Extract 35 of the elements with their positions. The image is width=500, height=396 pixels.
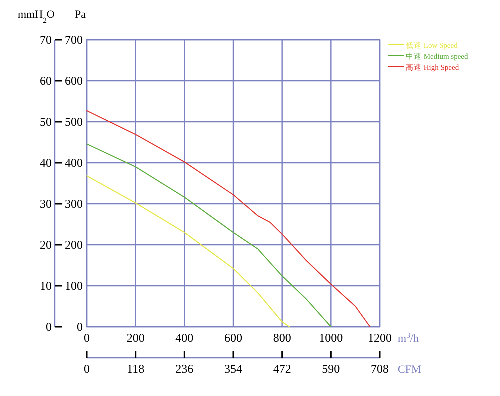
y-tick-label: 300 xyxy=(65,197,83,211)
y-tick-label: 500 xyxy=(65,115,83,129)
x2-tick-label: 472 xyxy=(273,362,292,376)
x-tick-label: 400 xyxy=(176,331,194,345)
y-tick-label: 0 xyxy=(77,320,83,334)
x2-tick-label: 708 xyxy=(371,362,389,376)
y2-tick-label: 70 xyxy=(40,33,52,47)
x2-tick-label: 118 xyxy=(127,362,145,376)
x-axis-title: m$^{3}$/h xyxy=(398,330,420,345)
y2-tick-label: 10 xyxy=(40,279,52,293)
x-tick-label: 1200 xyxy=(368,331,392,345)
y-axis-title: Pa xyxy=(75,9,86,21)
x2-tick-label: 354 xyxy=(224,362,242,376)
y2-tick-label: 60 xyxy=(40,74,52,88)
y2-tick-label: 0 xyxy=(46,320,52,334)
x2-axis-title: CFM xyxy=(398,364,422,376)
y-tick-label: 700 xyxy=(65,33,83,47)
y2-tick-label: 50 xyxy=(40,115,52,129)
x2-tick-label: 590 xyxy=(322,362,340,376)
line-series xyxy=(86,176,290,328)
y2-tick-label: 30 xyxy=(40,197,52,211)
line-series xyxy=(86,110,371,328)
x2-tick-label: 236 xyxy=(176,362,194,376)
x-tick-label: 600 xyxy=(224,331,242,345)
x-tick-label: 800 xyxy=(273,331,292,345)
y2-axis-title: mmH$_{2}$O xyxy=(18,9,55,24)
y2-tick-label: 20 xyxy=(40,238,52,252)
x-tick-label: 200 xyxy=(126,331,145,345)
y-tick-label: 100 xyxy=(65,279,83,293)
line-series xyxy=(86,144,332,328)
y-tick-label: 400 xyxy=(65,156,83,170)
y-tick-label: 600 xyxy=(65,74,83,88)
x-tick-label: 1000 xyxy=(319,331,344,345)
y2-tick-label: 40 xyxy=(40,156,52,170)
y-tick-label: 200 xyxy=(65,238,83,252)
